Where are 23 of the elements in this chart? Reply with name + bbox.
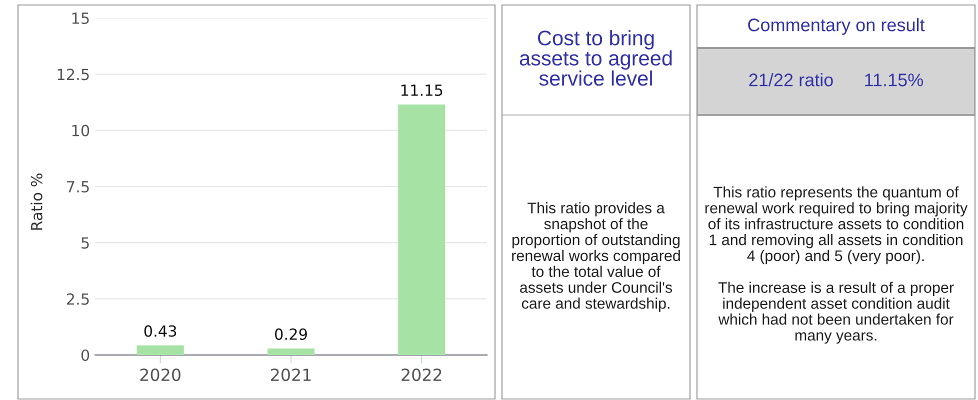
text: This ratio represents the quantum of renewal work required to bring majority of its infrastructure assets to condition 1 and removing all assets in condition 4 (poor) and 5 (very poor). (705, 186, 968, 264)
bar (136, 345, 184, 355)
y-tick-label: 7.5 (67, 181, 89, 193)
text: The increase is a result of a proper independent asset condition audit which had not been undertaken for many years. (718, 282, 954, 344)
y-tick-label: 10 (72, 124, 90, 136)
data-label: 11.15 (401, 84, 442, 96)
data-label: 0.43 (144, 325, 176, 337)
y-tick-label: 12.5 (58, 68, 89, 80)
x-tick-label: 2022 (402, 368, 442, 382)
y-tick-label: 5 (82, 237, 89, 249)
y-tick-label: 0 (81, 349, 90, 362)
text: 21/22 ratio 11.15% (749, 73, 924, 86)
text: This ratio provides a snapshot of the proportion of outstanding renewal works compared to the total value of assets under Council's care and stewardship. (512, 202, 680, 312)
x-tick-label: 2020 (140, 368, 180, 382)
bar (267, 348, 315, 355)
bar (398, 104, 446, 355)
text: Cost to bring assets to agreed service level (520, 30, 672, 86)
text: Commentary on result (748, 18, 925, 35)
y-tick-label: 15 (72, 12, 89, 24)
y-tick-label: 2.5 (66, 293, 89, 305)
x-tick-label: 2021 (271, 368, 311, 382)
y-axis-title: Ratio % (30, 174, 42, 230)
data-label: 0.29 (275, 328, 307, 340)
